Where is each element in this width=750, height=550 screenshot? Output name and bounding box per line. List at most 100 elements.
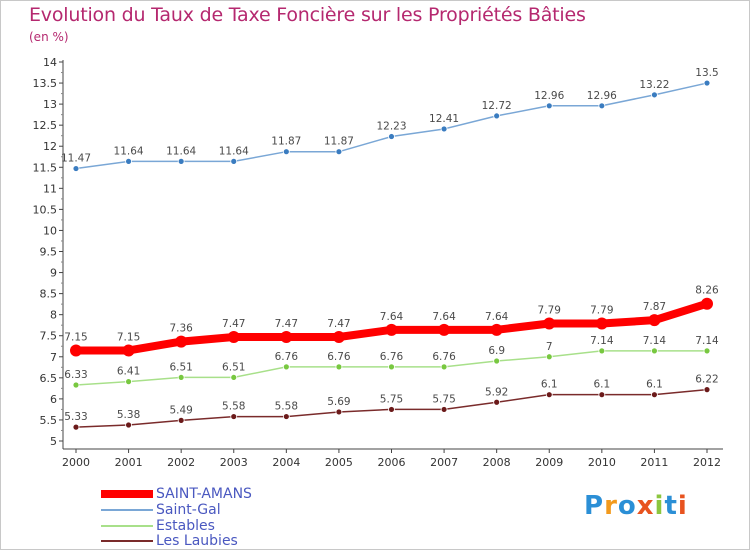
logo-letter: i	[654, 491, 665, 521]
data-label: 5.58	[222, 401, 245, 413]
data-point	[703, 347, 711, 355]
data-point	[282, 148, 290, 156]
data-point	[177, 416, 185, 424]
logo-letter: i	[677, 491, 688, 521]
data-label: 12.72	[482, 100, 512, 112]
data-label: 6.41	[117, 366, 140, 378]
y-tick-label: 8.5	[40, 288, 58, 301]
y-tick-label: 11	[43, 182, 57, 195]
data-label: 5.33	[64, 411, 87, 423]
x-tick-label: 2002	[167, 456, 195, 469]
y-tick-label: 7.5	[40, 330, 58, 343]
data-point	[493, 398, 501, 406]
y-tick-label: 7	[50, 351, 57, 364]
data-label: 5.49	[169, 404, 192, 416]
y-tick-label: 13	[43, 98, 57, 111]
data-point	[440, 125, 448, 133]
data-point	[72, 381, 80, 389]
x-tick-label: 2001	[115, 456, 143, 469]
data-label: 6.76	[327, 351, 351, 363]
x-tick-label: 2012	[693, 456, 721, 469]
data-point	[335, 363, 343, 371]
data-label: 13.22	[639, 79, 669, 91]
data-point	[598, 102, 606, 110]
data-label: 6.76	[275, 351, 299, 363]
data-label: 7.15	[64, 331, 87, 343]
logo-letter: x	[636, 491, 655, 521]
data-label: 12.23	[376, 121, 406, 133]
data-point	[543, 317, 556, 330]
data-point	[595, 317, 608, 330]
data-label: 5.75	[380, 393, 403, 405]
data-point	[72, 423, 80, 431]
data-label: 6.22	[695, 374, 718, 386]
data-label: 7.15	[117, 331, 140, 343]
data-label: 6.51	[222, 361, 245, 373]
data-point	[125, 378, 132, 386]
data-point	[177, 157, 185, 165]
legend-swatch-saint-amans	[101, 490, 153, 498]
data-point	[70, 344, 82, 357]
data-label: 11.64	[114, 145, 144, 157]
data-label: 7.64	[432, 311, 456, 323]
x-tick-label: 2007	[430, 456, 458, 469]
logo-letter: P	[584, 491, 605, 521]
data-label: 12.96	[534, 90, 564, 102]
data-label: 6.76	[432, 351, 456, 363]
logo-letter: o	[617, 491, 637, 521]
logo-letter: r	[604, 491, 618, 521]
data-point	[545, 102, 553, 110]
data-point	[230, 413, 238, 420]
x-tick-label: 2009	[535, 456, 563, 469]
data-label: 11.87	[271, 136, 301, 148]
y-tick-label: 14	[43, 56, 57, 69]
legend-label: Estables	[156, 518, 215, 534]
x-tick-label: 2008	[483, 456, 511, 469]
data-point	[545, 353, 553, 361]
data-label: 13.5	[695, 67, 718, 79]
data-label: 12.41	[429, 113, 459, 125]
data-label: 11.87	[324, 136, 354, 148]
y-tick-label: 6	[50, 393, 57, 406]
data-point	[651, 391, 658, 399]
y-tick-label: 13.5	[33, 77, 58, 90]
x-tick-label: 2010	[588, 456, 616, 469]
data-point	[335, 148, 343, 156]
data-point	[438, 323, 451, 336]
data-label: 6.1	[593, 379, 610, 391]
x-tick-label: 2000	[62, 456, 90, 469]
y-tick-label: 10	[43, 224, 57, 237]
data-point	[440, 406, 448, 413]
x-tick-label: 2006	[378, 456, 406, 469]
data-point	[282, 363, 290, 371]
x-tick-label: 2004	[272, 456, 300, 469]
data-point	[332, 330, 345, 343]
data-label: 8.26	[695, 285, 719, 297]
data-label: 6.9	[488, 345, 505, 357]
data-label: 7.36	[169, 323, 193, 335]
y-tick-label: 5	[50, 435, 57, 448]
legend-swatch-les-laubies	[101, 540, 153, 542]
data-label: 11.64	[219, 145, 249, 157]
data-label: 7.79	[538, 305, 561, 317]
data-point	[703, 386, 711, 394]
data-point	[72, 165, 80, 172]
data-point	[648, 314, 661, 327]
data-point	[335, 408, 343, 416]
data-label: 6.76	[380, 351, 404, 363]
legend-label: Saint-Gal	[156, 502, 221, 518]
data-point	[230, 157, 238, 165]
y-tick-label: 6.5	[40, 372, 58, 385]
data-point	[493, 112, 501, 120]
data-point	[122, 344, 135, 357]
data-label: 12.96	[587, 90, 617, 102]
data-label: 5.75	[432, 393, 455, 405]
y-tick-label: 5.5	[40, 414, 58, 427]
legend-swatch-saint-gal	[101, 509, 153, 511]
data-label: 7.47	[275, 318, 298, 330]
data-label: 11.64	[166, 145, 196, 157]
y-tick-label: 8	[50, 309, 57, 322]
data-point	[701, 297, 713, 310]
data-label: 7.87	[643, 301, 666, 313]
